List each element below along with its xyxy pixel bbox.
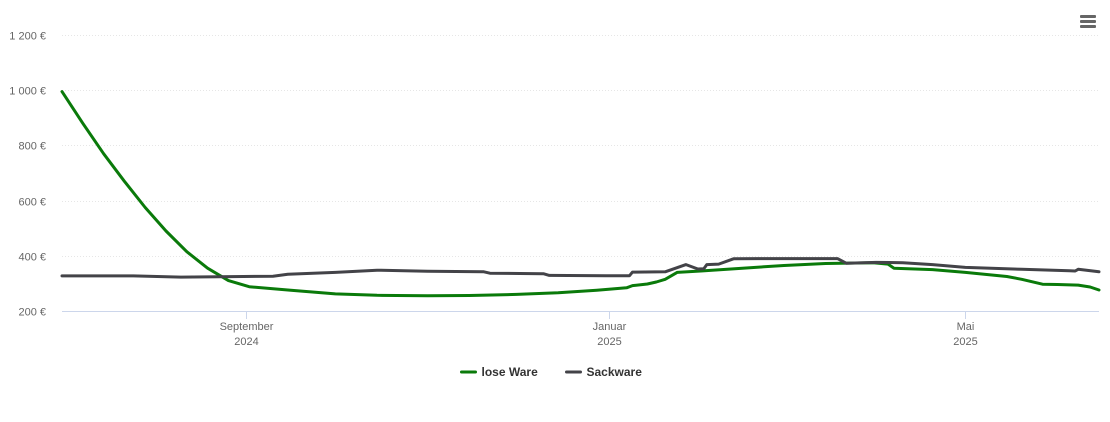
legend-label: lose Ware	[482, 365, 539, 379]
y-tick-label: 200 €	[18, 307, 46, 319]
y-tick-label: 800 €	[18, 141, 46, 153]
x-tick-year-label: 2024	[234, 336, 258, 348]
x-tick-year-label: 2025	[597, 336, 621, 348]
y-tick-label: 1 200 €	[9, 31, 46, 43]
x-tick-year-label: 2025	[953, 336, 977, 348]
y-tick-label: 400 €	[18, 252, 46, 264]
y-tick-label: 1 000 €	[9, 86, 46, 98]
hamburger-menu-icon[interactable]	[1076, 11, 1100, 33]
x-tick-label: Januar	[593, 321, 627, 333]
legend-label: Sackware	[587, 365, 643, 379]
x-tick-label: Mai	[957, 321, 975, 333]
series-line-lose-ware	[60, 90, 1101, 298]
y-tick-label: 600 €	[18, 197, 46, 209]
x-tick-label: September	[220, 321, 274, 333]
series-line-sackware	[60, 257, 1101, 279]
